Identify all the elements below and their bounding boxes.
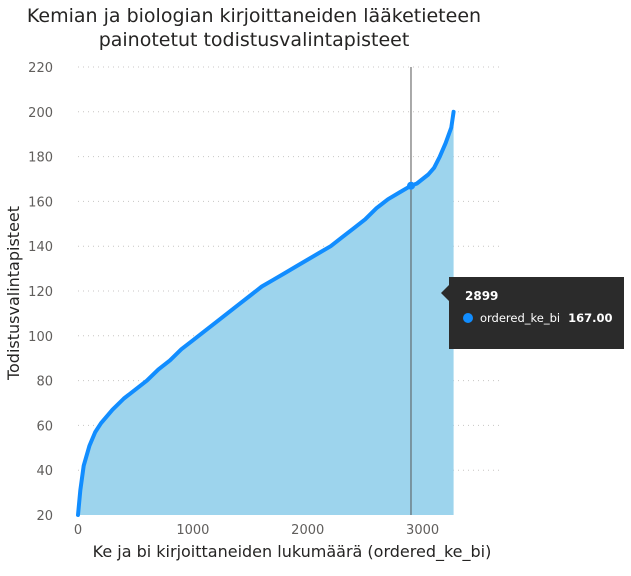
- series-line-ordered-ke-bi[interactable]: [76, 109, 456, 517]
- tooltip: 2899 ordered_ke_bi 167.00: [441, 277, 624, 349]
- tooltip-title: 2899: [465, 289, 499, 303]
- y-tick-label: 80: [36, 375, 53, 390]
- tooltip-row: ordered_ke_bi 167.00: [463, 311, 613, 325]
- y-tick-label: 120: [28, 285, 53, 300]
- y-tick-label: 200: [28, 106, 53, 121]
- tooltip-series-name: ordered_ke_bi: [480, 311, 561, 325]
- y-tick-label: 220: [28, 61, 53, 76]
- x-axis-title: Ke ja bi kirjoittaneiden lukumäärä (orde…: [93, 542, 492, 562]
- hover-data-point[interactable]: [406, 181, 415, 190]
- tooltip-series-value: 167.00: [568, 311, 613, 325]
- y-axis-title: Todistusvalintapisteet: [4, 206, 23, 381]
- x-tick-label: 0: [74, 523, 82, 538]
- y-tick-label: 60: [36, 419, 53, 434]
- y-tick-label: 100: [28, 330, 53, 345]
- tooltip-series-dot: [463, 313, 473, 323]
- area-fill: [78, 111, 454, 516]
- y-tick-label: 40: [36, 464, 53, 479]
- chart-title-line-2: painotetut todistusvalintapisteet: [99, 29, 410, 51]
- chart-title-line-1: Kemian ja biologian kirjoittaneiden lääk…: [27, 5, 481, 27]
- y-tick-label: 180: [28, 151, 53, 166]
- x-tick-label: 2000: [291, 523, 324, 538]
- y-tick-label: 20: [36, 509, 53, 524]
- y-tick-label: 140: [28, 240, 53, 255]
- x-tick-label: 1000: [176, 523, 209, 538]
- y-tick-label: 160: [28, 195, 53, 210]
- y-axis-ticks: 20 40 60 80 100 120 140 160 180 200 220: [28, 61, 53, 524]
- x-axis-ticks: 0 1000 2000 3000: [74, 523, 439, 538]
- x-tick-label: 3000: [406, 523, 439, 538]
- tooltip-arrow: [441, 285, 449, 301]
